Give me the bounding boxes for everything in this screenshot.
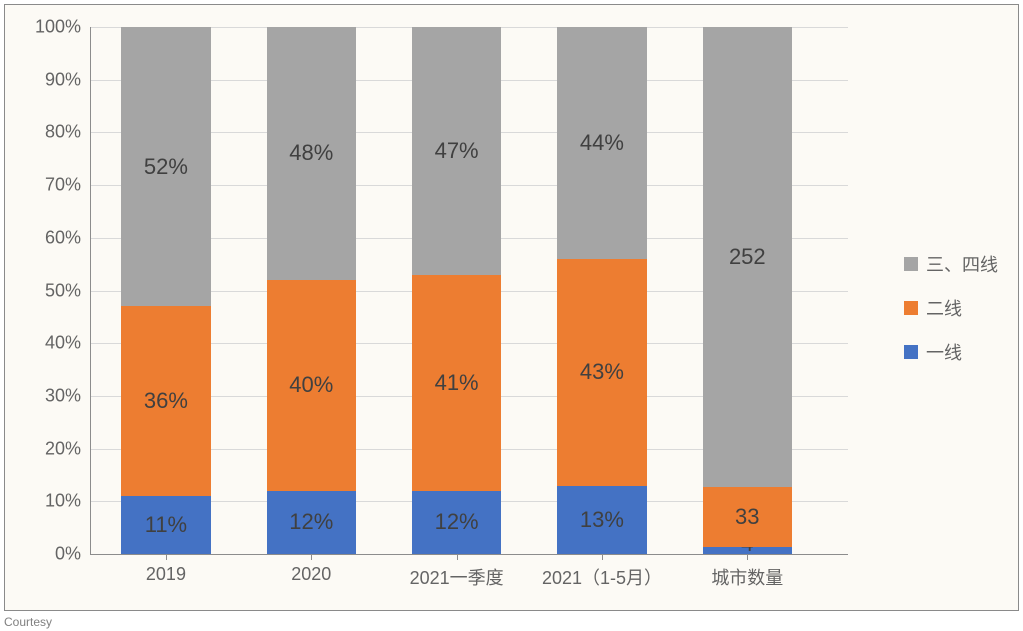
bar-segment-label: 41% [435,370,479,396]
y-tick-label: 40% [11,333,81,354]
bar-segment-tier2: 33 [703,487,792,547]
bar-segment-tier1: 4 [703,547,792,554]
y-tick-label: 90% [11,69,81,90]
bar-segment-label: 47% [435,138,479,164]
bar-column: 12% 41% 47% [412,27,501,554]
legend-item-tier34: 三、四线 [904,251,998,277]
bar-segment-tier34: 52% [121,27,210,306]
y-tick-label: 10% [11,491,81,512]
x-tickmark [311,554,312,560]
y-tick-label: 20% [11,438,81,459]
y-tick-label: 70% [11,175,81,196]
x-tickmark [747,554,748,560]
x-tick-label: 2020 [291,564,331,585]
y-tick-label: 30% [11,385,81,406]
y-tick-label: 0% [11,544,81,565]
courtesy-label: Courtesy [4,615,52,629]
bar-segment-label: 48% [289,140,333,166]
gridline [91,554,848,555]
bar-segment-label: 13% [580,507,624,533]
bar-segment-tier2: 41% [412,275,501,491]
bar-segment-tier1: 11% [121,496,210,554]
legend-label: 二线 [926,295,962,321]
bar-segment-label: 12% [435,509,479,535]
bar-segment-label: 40% [289,372,333,398]
bar-segment-tier1: 13% [557,486,646,555]
legend-label: 一线 [926,339,962,365]
bar-segment-label: 33 [735,504,759,530]
x-tick-label: 2019 [146,564,186,585]
bar-segment-label: 252 [729,244,766,270]
bar-segment-tier34: 44% [557,27,646,259]
bar-segment-tier1: 12% [267,491,356,554]
bar-segment-tier2: 40% [267,280,356,491]
bar-segment-tier34: 48% [267,27,356,280]
bar-column: 13% 43% 44% [557,27,646,554]
x-tickmark [166,554,167,560]
bar-segment-label: 11% [145,512,187,538]
y-tick-label: 100% [11,17,81,38]
legend-swatch [904,301,918,315]
bar-segment-tier2: 36% [121,306,210,496]
bar-segment-label: 36% [144,388,188,414]
x-tickmark [457,554,458,560]
bar-segment-label: 12% [289,509,333,535]
bars-container: 11% 36% 52% 12% 40% 48% 12% 41% 47% 13% 43% 44% 4 33 2… [91,27,848,554]
y-tick-label: 50% [11,280,81,301]
bar-segment-tier34: 47% [412,27,501,275]
chart-frame: 11% 36% 52% 12% 40% 48% 12% 41% 47% 13% 43% 44% 4 33 2… [4,4,1019,611]
bar-segment-tier2: 43% [557,259,646,486]
legend-swatch [904,345,918,359]
bar-segment-tier1: 12% [412,491,501,554]
legend-item-tier1: 一线 [904,339,998,365]
bar-column: 11% 36% 52% [121,27,210,554]
bar-column: 12% 40% 48% [267,27,356,554]
legend-label: 三、四线 [926,251,998,277]
x-tick-label: 2021（1-5月） [542,564,662,590]
x-tick-label: 2021一季度 [410,564,504,590]
bar-column: 4 33 252 [703,27,792,554]
x-tick-label: 城市数量 [711,564,783,590]
bar-segment-label: 44% [580,130,624,156]
y-tick-label: 60% [11,227,81,248]
plot-area: 11% 36% 52% 12% 40% 48% 12% 41% 47% 13% 43% 44% 4 33 2… [90,27,848,555]
bar-segment-label: 52% [144,154,188,180]
legend-swatch [904,257,918,271]
bar-segment-label: 43% [580,359,624,385]
x-tickmark [602,554,603,560]
y-tick-label: 80% [11,122,81,143]
legend-item-tier2: 二线 [904,295,998,321]
bar-segment-tier34: 252 [703,27,792,487]
legend: 三、四线二线一线 [904,251,998,365]
